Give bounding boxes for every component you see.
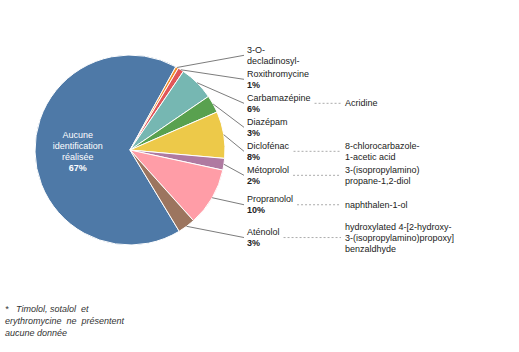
text-line: decladinosyl- bbox=[247, 56, 300, 66]
text-line: Carbamazépine bbox=[247, 93, 311, 103]
text-line: Roxithromycine bbox=[247, 69, 309, 79]
text-line: Propranolol bbox=[247, 194, 293, 204]
footnote: * Timolol, sotalol et bbox=[5, 304, 89, 314]
text-line: propane-1,2-diol bbox=[345, 176, 411, 186]
text-line: 3-(isopropylamino)propoxy] bbox=[345, 233, 454, 243]
text-line: 8-chlorocarbazole- bbox=[345, 141, 420, 151]
text-line: identification bbox=[53, 141, 103, 151]
leader-line bbox=[224, 135, 244, 152]
annotation-line bbox=[294, 151, 341, 152]
value-label: 3% bbox=[247, 238, 260, 248]
leader-line bbox=[181, 70, 244, 80]
annotation-line bbox=[284, 237, 341, 238]
text-line: Aténolol bbox=[247, 227, 280, 237]
leader-line bbox=[177, 55, 244, 67]
footnote: erythromycine ne présentent bbox=[5, 316, 125, 326]
leader-line bbox=[224, 164, 244, 175]
labels: Aucuneidentificationréalisée67% 3-O-decla… bbox=[53, 45, 454, 254]
annotation-line bbox=[315, 103, 341, 104]
leader-line bbox=[213, 104, 244, 127]
slice-label: Métoprolol bbox=[247, 165, 289, 175]
text-line: 1-acetic acid bbox=[345, 152, 396, 162]
text-line: Aucune bbox=[62, 130, 93, 140]
slice-label: Aténolol bbox=[247, 227, 280, 237]
text-line: 3-(isopropylamino) bbox=[345, 165, 420, 175]
text-line: Diazépam bbox=[247, 117, 288, 127]
annotation-line bbox=[293, 175, 341, 176]
pie-slice bbox=[130, 150, 193, 231]
slice-label: Roxithromycine bbox=[247, 69, 309, 79]
value-label: 8% bbox=[247, 152, 260, 162]
text-line: Métoprolol bbox=[247, 165, 289, 175]
text-line: hydroxylated 4-[2-hydroxy- bbox=[345, 222, 452, 232]
text-line: Acridine bbox=[345, 98, 378, 108]
text-line: 3-O- bbox=[247, 45, 265, 55]
text-line: réalisée bbox=[62, 152, 94, 162]
slice-label: Propranolol bbox=[247, 194, 293, 204]
slice-label: Aucuneidentificationréalisée bbox=[53, 130, 103, 162]
slice-label: 3-O-decladinosyl- bbox=[247, 45, 300, 66]
value-label: 6% bbox=[247, 104, 260, 114]
leader-line bbox=[197, 83, 244, 104]
pie bbox=[35, 55, 225, 245]
annotation: 8-chlorocarbazole-1-acetic acid bbox=[345, 141, 420, 162]
value-label: 3% bbox=[247, 128, 260, 138]
value-label: 67% bbox=[69, 163, 87, 173]
annotation: hydroxylated 4-[2-hydroxy-3-(isopropylam… bbox=[345, 222, 454, 254]
text-line: benzaldhyde bbox=[345, 244, 396, 254]
annotation: naphthalen-1-ol bbox=[345, 200, 408, 210]
slice-label: Diazépam bbox=[247, 117, 288, 127]
annotation: Acridine bbox=[345, 98, 378, 108]
slice-label: Diclofénac bbox=[247, 141, 290, 151]
value-label: 1% bbox=[247, 80, 260, 90]
value-label: 10% bbox=[247, 205, 265, 215]
annotation-line bbox=[297, 204, 341, 205]
footnote: aucune donnée bbox=[5, 328, 67, 338]
slice-label: Carbamazépine bbox=[247, 93, 311, 103]
chart: Aucuneidentificationréalisée67% 3-O-decla… bbox=[0, 0, 519, 352]
text-line: naphthalen-1-ol bbox=[345, 200, 408, 210]
annotation: 3-(isopropylamino)propane-1,2-diol bbox=[345, 165, 420, 186]
leader-line bbox=[187, 226, 244, 237]
value-label: 2% bbox=[247, 176, 260, 186]
text-line: Diclofénac bbox=[247, 141, 290, 151]
leader-line bbox=[212, 198, 244, 205]
